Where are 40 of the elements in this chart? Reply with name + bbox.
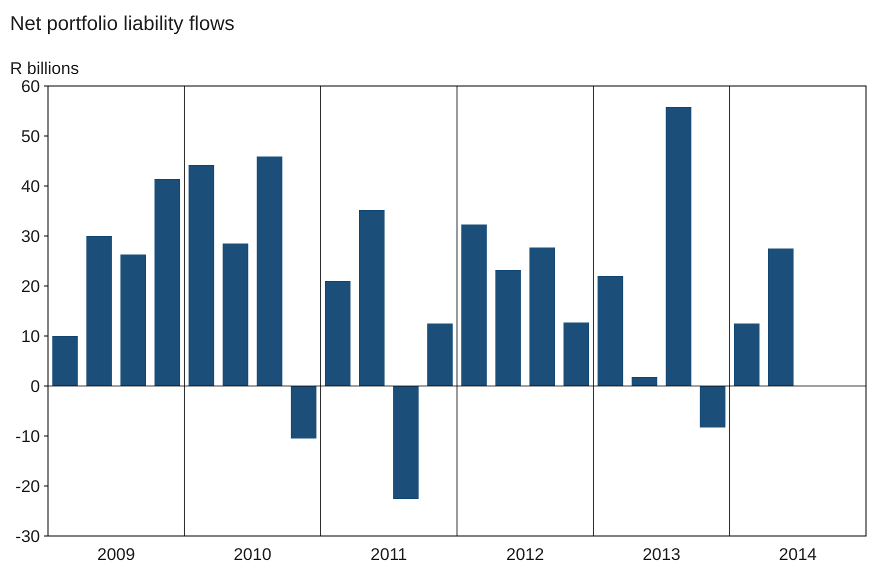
x-tick-label: 2014 (778, 545, 817, 564)
bar (324, 281, 350, 386)
y-tick-label: 10 (21, 326, 40, 346)
y-tick-label: -20 (15, 476, 40, 496)
y-tick-label: 20 (21, 276, 40, 296)
bar (734, 324, 760, 386)
bar (120, 254, 146, 386)
x-tick-label: 2009 (97, 545, 136, 564)
y-tick-label: 0 (30, 376, 40, 396)
bar (52, 336, 78, 386)
chart-title: Net portfolio liability flows (10, 13, 235, 35)
x-tick-label: 2013 (642, 545, 680, 564)
bar (598, 276, 624, 386)
x-tick-label: 2010 (234, 545, 272, 564)
y-tick-label: -30 (15, 526, 40, 546)
bar (393, 386, 419, 499)
bar (427, 324, 453, 386)
bar (290, 386, 316, 438)
bar (564, 322, 590, 386)
x-tick-label: 2011 (370, 545, 408, 564)
bar (700, 386, 726, 428)
bar (222, 244, 248, 386)
bar (461, 224, 487, 386)
bar (256, 156, 282, 386)
bar (154, 179, 180, 386)
y-tick-label: 60 (21, 76, 40, 96)
bar (632, 377, 658, 386)
y-tick-label: 50 (21, 126, 40, 146)
y-tick-label: 40 (21, 176, 40, 196)
bar (495, 270, 521, 386)
bar (86, 236, 112, 386)
bar (188, 165, 214, 386)
bar (359, 210, 385, 386)
bar (768, 248, 794, 386)
bar (666, 107, 692, 386)
x-tick-label: 2012 (506, 545, 544, 564)
bar (529, 248, 555, 386)
y-tick-label: -10 (15, 426, 40, 446)
y-tick-label: 30 (21, 226, 40, 246)
y-axis-title: R billions (10, 59, 79, 78)
